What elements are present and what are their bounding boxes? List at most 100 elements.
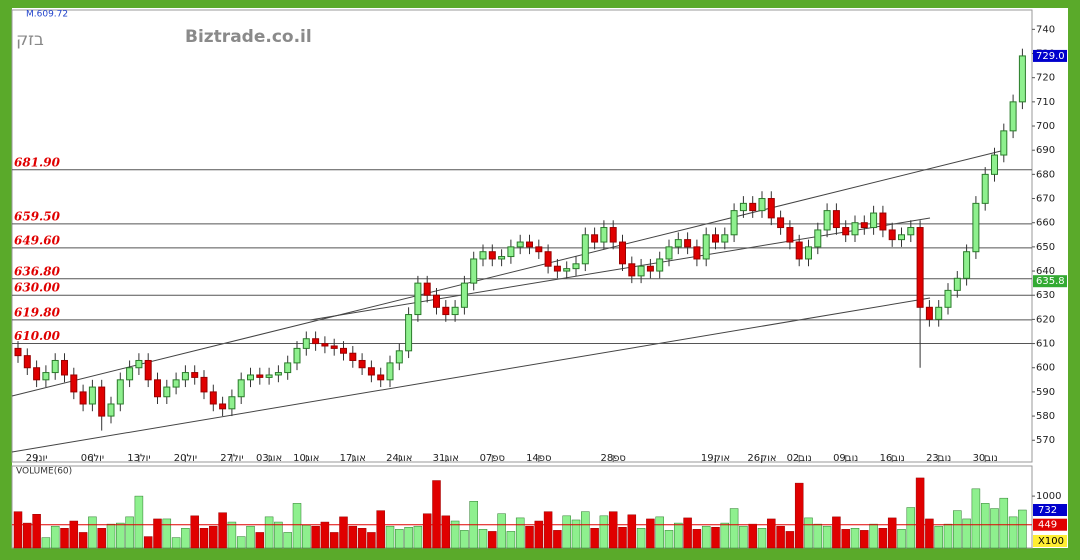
volume-bar bbox=[887, 517, 897, 549]
volume-bar bbox=[971, 488, 981, 549]
candle-body bbox=[730, 210, 738, 236]
volume-bar bbox=[897, 529, 906, 549]
candle-body bbox=[972, 202, 980, 253]
price-marker bbox=[1033, 275, 1067, 288]
x-tick-label: 07ספ bbox=[480, 453, 505, 464]
volume-bar bbox=[376, 510, 385, 549]
candle-body bbox=[535, 246, 543, 253]
candle-body bbox=[386, 362, 394, 381]
volume-bar bbox=[153, 518, 162, 549]
volume-bar bbox=[1008, 516, 1018, 549]
volume-bar bbox=[720, 522, 730, 549]
site: Biztrade.co.il bbox=[185, 27, 312, 47]
volume-bar bbox=[599, 515, 609, 549]
level-label: 636.80 bbox=[14, 264, 61, 278]
volume-bar bbox=[320, 521, 330, 549]
candle-body bbox=[23, 355, 31, 369]
volume-bar bbox=[339, 516, 348, 549]
candle-body bbox=[1000, 130, 1008, 156]
volume-bar bbox=[60, 528, 69, 549]
candle-body bbox=[302, 338, 310, 349]
candle-body bbox=[944, 289, 952, 308]
candle-body bbox=[758, 198, 766, 212]
volume-bar bbox=[432, 480, 441, 549]
candle-body bbox=[860, 222, 868, 229]
volume-bar bbox=[515, 517, 525, 549]
y-tick-label: 690 bbox=[1036, 145, 1055, 156]
volume-bar bbox=[850, 528, 860, 549]
candle-body bbox=[925, 306, 933, 320]
price-marker bbox=[1033, 49, 1067, 62]
trend-line bbox=[11, 297, 931, 453]
volume-bar bbox=[367, 532, 376, 549]
volume-bar bbox=[627, 514, 637, 549]
volume-bar bbox=[506, 531, 516, 549]
candle-body bbox=[739, 202, 747, 212]
symbol: בזק bbox=[16, 30, 44, 50]
volume-bar bbox=[953, 510, 962, 549]
candle-body bbox=[823, 210, 831, 231]
volume-bar bbox=[460, 530, 469, 549]
x-tick-label: 27יול bbox=[220, 453, 243, 464]
volume-bar bbox=[999, 497, 1009, 549]
y-tick-label: 670 bbox=[1036, 194, 1055, 205]
volume-bar bbox=[255, 532, 265, 549]
candle-body bbox=[870, 212, 878, 229]
level-label: 681.90 bbox=[14, 155, 61, 169]
trend-line bbox=[11, 149, 1006, 397]
level-label: 619.80 bbox=[14, 305, 61, 319]
candle-body bbox=[312, 338, 320, 345]
y-tick-label: 720 bbox=[1036, 73, 1055, 84]
candle-body bbox=[172, 379, 180, 388]
candle-body bbox=[423, 282, 431, 296]
x-tick-label: 03אוג bbox=[256, 453, 282, 464]
y-tick-label: 640 bbox=[1036, 266, 1055, 277]
y-tick-label: 660 bbox=[1036, 218, 1055, 229]
candle-body bbox=[395, 350, 403, 364]
candle-body bbox=[219, 403, 227, 410]
volume-bar bbox=[804, 517, 813, 549]
y-tick-label: 700 bbox=[1036, 121, 1055, 132]
volume-bar bbox=[748, 523, 757, 549]
x-tick-label: 24אוג bbox=[386, 453, 412, 464]
candle-body bbox=[181, 372, 189, 381]
candle-body bbox=[991, 154, 998, 175]
volume-bar bbox=[441, 515, 451, 549]
candle-body bbox=[814, 229, 822, 248]
candle-body bbox=[479, 251, 487, 260]
volume-bar bbox=[813, 523, 823, 549]
candle-body bbox=[879, 212, 887, 231]
candle-body bbox=[646, 265, 654, 272]
volume-title: VOLUME(60) bbox=[16, 467, 72, 477]
volume-bar bbox=[162, 518, 172, 549]
volume-bar bbox=[209, 525, 218, 549]
volume-bar bbox=[78, 532, 88, 549]
x-tick-label: 02נוב bbox=[787, 453, 812, 464]
candle-body bbox=[953, 277, 961, 291]
volume-bar bbox=[302, 524, 311, 549]
x-tick-label: 23נוב bbox=[926, 453, 951, 464]
candle-body bbox=[767, 198, 775, 219]
volume-bar bbox=[757, 528, 767, 549]
volume-bar bbox=[125, 516, 134, 549]
volume-bar bbox=[915, 477, 925, 549]
x-tick-label: 19אוק bbox=[701, 453, 730, 464]
candle-body bbox=[749, 202, 757, 212]
y-tick-label: 680 bbox=[1036, 169, 1055, 180]
volume-bar bbox=[385, 525, 395, 549]
candle-body bbox=[442, 306, 450, 316]
volume-bar bbox=[869, 523, 878, 549]
volume-bar bbox=[934, 525, 943, 549]
volume-bar bbox=[497, 513, 506, 549]
canvas bbox=[12, 8, 1068, 548]
candle-body bbox=[293, 347, 301, 364]
x-tick-label: 28ספ bbox=[600, 453, 625, 464]
volume-bar bbox=[525, 525, 534, 549]
candle-body bbox=[981, 173, 989, 204]
candle-body bbox=[274, 372, 282, 376]
volume-bar bbox=[1018, 509, 1027, 549]
candle-body bbox=[832, 210, 840, 229]
candle-body bbox=[842, 227, 850, 236]
candle-body bbox=[265, 374, 273, 378]
